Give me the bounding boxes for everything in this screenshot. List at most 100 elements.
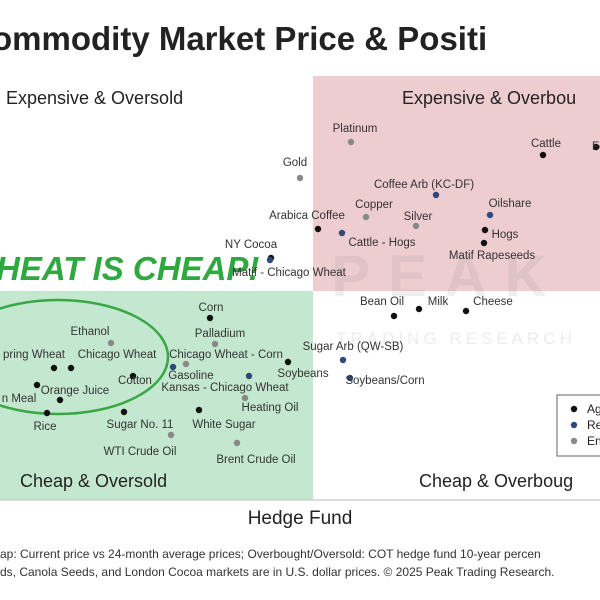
point-brent-crude-oil: [233, 439, 241, 447]
point-label-n-meal: n Meal: [2, 393, 37, 405]
legend-label-en: En: [587, 434, 600, 448]
quadrant-label-expensive-oversold: Expensive & Oversold: [6, 88, 183, 108]
point-label-sugar-arb-qw-sb: Sugar Arb (QW-SB): [303, 341, 404, 353]
point-arabica-coffee: [314, 225, 322, 233]
point-label-matif-rapeseeds: Matif Rapeseeds: [449, 250, 536, 262]
point-label-gasoline: Gasoline: [168, 370, 213, 382]
point-label-kansas-chicago-wheat: Kansas - Chicago Wheat: [161, 382, 289, 394]
point-ethanol: [107, 339, 115, 347]
quadrant-expensive-overbought: [313, 76, 600, 291]
point-fe: [592, 143, 600, 151]
points-group: Platinum Cattle Fe Gold Coffee Arb (KC-DF) Co…: [2, 123, 600, 466]
point-cattle-hogs: [338, 229, 346, 237]
point-label-milk: Milk: [428, 296, 449, 308]
point-label-silver: Silver: [404, 211, 433, 223]
legend-marker-ag: [570, 405, 578, 413]
point-label-white-sugar: White Sugar: [192, 419, 255, 431]
quadrant-cheap-overbought: [313, 291, 600, 500]
point-label-sugar-no-11: Sugar No. 11: [107, 419, 174, 431]
point-label-brent-crude-oil: Brent Crude Oil: [216, 454, 295, 466]
legend-box: [556, 394, 600, 457]
point-label-orange-juice: Orange Juice: [41, 385, 109, 397]
point-matif-chicago-wheat: [266, 256, 274, 264]
point-corn: [206, 314, 214, 322]
point-heating-oil: [241, 394, 249, 402]
point-label-gold: Gold: [283, 157, 307, 169]
point-label-cattle: Cattle: [531, 138, 561, 150]
point-label-platinum: Platinum: [333, 123, 378, 135]
quadrant-expensive-oversold: [0, 76, 313, 291]
point-label-ny-cocoa: NY Cocoa: [225, 239, 278, 251]
point-label-copper: Copper: [355, 199, 393, 211]
point-palladium: [211, 340, 219, 348]
point-gold: [296, 174, 304, 182]
point-label-hogs: Hogs: [492, 229, 519, 241]
legend-label-re: Re: [587, 418, 600, 432]
point-label-rice: Rice: [33, 421, 56, 433]
point-label-fe: Fe: [592, 141, 600, 153]
point-soybeans: [284, 358, 292, 366]
quadrant-label-cheap-overbought: Cheap & Overboug: [419, 471, 573, 491]
quadrant-label-cheap-oversold: Cheap & Oversold: [20, 471, 167, 491]
watermark-logo: PEAK: [331, 244, 564, 309]
point-label-bean-oil: Bean Oil: [360, 296, 404, 308]
legend-marker-en: [570, 437, 578, 445]
point-label-pring-wheat: pring Wheat: [3, 349, 66, 361]
point-label-ethanol: Ethanol: [70, 326, 109, 338]
watermark-subtitle: TRADING RESEARCH: [336, 329, 576, 348]
point-label-arabica-coffee: Arabica Coffee: [269, 210, 345, 222]
point-hogs: [481, 226, 489, 234]
point-cheese: [462, 307, 470, 315]
point-sugar-arb-qw-sb: [339, 356, 347, 364]
legend-label-ag: Ag: [587, 402, 600, 416]
point-label-corn: Corn: [199, 302, 224, 314]
point-matif-rapeseeds: [480, 239, 488, 247]
point-oilshare: [486, 211, 494, 219]
point-silver: [412, 222, 420, 230]
point-label-heating-oil: Heating Oil: [242, 402, 299, 414]
point-rice: [43, 409, 51, 417]
point-bean-oil: [390, 312, 398, 320]
footnote-line-1: ap: Current price vs 24-month average pr…: [0, 547, 541, 561]
point-coffee-arb-kc-df: [432, 191, 440, 199]
point-copper: [362, 213, 370, 221]
point-chicago-wheat-corn: [169, 363, 177, 371]
point-label-soybeans: Soybeans: [277, 368, 328, 380]
chart-title: ommodity Market Price & Positi: [0, 20, 488, 57]
point-cotton: [129, 372, 137, 380]
point-orange-juice: [33, 381, 41, 389]
point-label-soybeans-corn: Soybeans/Corn: [345, 375, 424, 387]
point-wti-crude-oil: [167, 431, 175, 439]
legend-marker-re: [570, 421, 578, 429]
point-label-oilshare: Oilshare: [489, 198, 532, 210]
point-cattle: [539, 151, 547, 159]
x-axis-label: Hedge Fund: [247, 508, 353, 529]
point-label-coffee-arb-kc-df: Coffee Arb (KC-DF): [374, 179, 474, 191]
point-label-chicago-wheat: Chicago Wheat: [78, 349, 157, 361]
point-pring-wheat: [50, 364, 58, 372]
point-sugar-no-11: [120, 408, 128, 416]
point-label-wti-crude-oil: WTI Crude Oil: [104, 446, 177, 458]
legend: Ag Re En: [556, 394, 600, 457]
point-label-matif-chicago-wheat: Matif - Chicago Wheat: [232, 267, 347, 279]
point-soybeans-corn: [346, 374, 354, 382]
point-milk: [415, 305, 423, 313]
point-kansas-chicago-wheat: [245, 372, 253, 380]
point-chicago-wheat: [67, 364, 75, 372]
point-n-meal: [56, 396, 64, 404]
quadrant-cheap-oversold: [0, 291, 313, 500]
footnote-line-2: ds, Canola Seeds, and London Cocoa marke…: [0, 565, 555, 579]
point-platinum: [347, 138, 355, 146]
point-gasoline: [182, 360, 190, 368]
callout-text: HEAT IS CHEAP!: [0, 250, 259, 287]
point-label-chicago-wheat-corn: Chicago Wheat - Corn: [169, 349, 283, 361]
point-label-cheese: Cheese: [473, 296, 513, 308]
callout-ellipse: [0, 298, 170, 416]
legend-items: Ag Re En: [570, 402, 600, 448]
quadrant-label-expensive-overbought: Expensive & Overbou: [402, 88, 576, 108]
point-label-cattle-hogs: Cattle - Hogs: [348, 237, 415, 249]
point-label-cotton: Cotton: [118, 375, 152, 387]
point-white-sugar: [195, 406, 203, 414]
point-label-palladium: Palladium: [195, 328, 246, 340]
